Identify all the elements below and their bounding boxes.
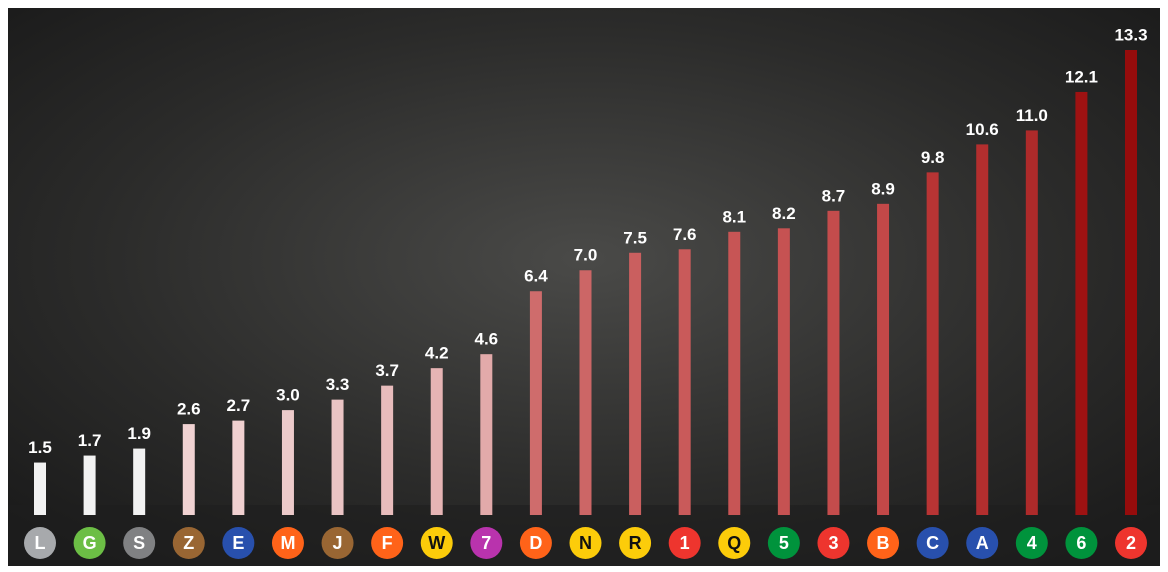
line-label: L — [35, 533, 46, 553]
bar — [232, 420, 245, 515]
value-label: 1.9 — [127, 424, 151, 443]
line-label: Z — [183, 533, 194, 553]
value-label: 7.0 — [574, 246, 598, 265]
line-label: 1 — [680, 533, 690, 553]
bar — [281, 410, 294, 515]
line-badge — [371, 527, 404, 559]
line-badge — [867, 527, 900, 559]
line-label: 5 — [779, 533, 789, 553]
bar — [629, 252, 642, 515]
bar — [182, 424, 195, 515]
line-badge — [1115, 527, 1147, 559]
value-label: 10.6 — [966, 120, 999, 139]
line-badge — [569, 527, 602, 559]
bar — [331, 399, 344, 515]
line-label: F — [382, 533, 393, 553]
value-label: 13.3 — [1114, 25, 1147, 44]
line-badge — [519, 527, 552, 559]
value-label: 2.7 — [227, 396, 251, 415]
value-label: 2.6 — [177, 400, 201, 419]
line-label: G — [83, 533, 97, 553]
line-badge — [321, 527, 354, 559]
line-label: A — [976, 533, 989, 553]
bar — [1075, 91, 1088, 515]
value-label: 4.2 — [425, 344, 449, 363]
value-label: 3.7 — [375, 361, 399, 380]
value-label: 12.1 — [1065, 67, 1098, 86]
line-label: 6 — [1076, 533, 1086, 553]
line-label: W — [428, 533, 445, 553]
line-label: 4 — [1027, 533, 1037, 553]
bar — [926, 172, 939, 516]
bar — [976, 144, 989, 515]
value-label: 11.0 — [1016, 106, 1048, 125]
bar — [430, 368, 443, 515]
bar — [34, 462, 46, 515]
bar — [480, 354, 493, 515]
line-badge — [1015, 527, 1048, 559]
value-label: 8.9 — [871, 179, 895, 198]
line-label: 3 — [828, 533, 838, 553]
bar — [381, 385, 394, 515]
value-label: 3.3 — [326, 375, 350, 394]
line-badge — [222, 527, 255, 559]
bar — [777, 228, 790, 515]
bar — [1125, 50, 1137, 515]
bar — [877, 203, 890, 515]
bar — [579, 270, 592, 515]
line-badge — [817, 527, 850, 559]
value-label: 8.1 — [722, 207, 746, 226]
bar — [133, 448, 146, 515]
line-badge — [470, 527, 503, 559]
line-badge — [123, 527, 156, 559]
value-label: 8.7 — [822, 186, 846, 205]
line-label: J — [333, 533, 343, 553]
line-badge — [767, 527, 800, 559]
value-label: 7.5 — [623, 228, 647, 247]
value-label: 1.5 — [28, 438, 52, 457]
value-label: 9.8 — [921, 148, 945, 167]
line-badge — [619, 527, 652, 559]
line-badge — [73, 527, 106, 559]
value-label: 4.6 — [474, 330, 498, 349]
line-label: C — [926, 533, 939, 553]
line-badge — [420, 527, 453, 559]
line-badge — [1065, 527, 1098, 559]
value-label: 7.6 — [673, 225, 697, 244]
bar — [728, 231, 741, 515]
bar — [83, 455, 96, 515]
line-label: S — [133, 533, 145, 553]
line-badge — [668, 527, 701, 559]
line-label: D — [529, 533, 542, 553]
bar — [827, 210, 840, 515]
line-label: N — [579, 533, 592, 553]
bar — [529, 291, 542, 515]
line-badge — [718, 527, 751, 559]
line-label: 7 — [481, 533, 491, 553]
value-label: 6.4 — [524, 267, 548, 286]
line-label: R — [629, 533, 642, 553]
value-label: 1.7 — [78, 431, 102, 450]
line-badge — [966, 527, 999, 559]
line-label: Q — [727, 533, 741, 553]
bar — [678, 249, 691, 516]
line-label: M — [280, 533, 295, 553]
value-label: 8.2 — [772, 204, 796, 223]
line-badge — [172, 527, 205, 559]
bar — [1025, 130, 1038, 516]
line-badge — [271, 527, 304, 559]
line-label: 2 — [1126, 533, 1136, 553]
line-label: B — [877, 533, 890, 553]
line-badge — [24, 527, 56, 559]
line-badge — [916, 527, 949, 559]
line-label: E — [232, 533, 244, 553]
value-label: 3.0 — [276, 386, 300, 405]
